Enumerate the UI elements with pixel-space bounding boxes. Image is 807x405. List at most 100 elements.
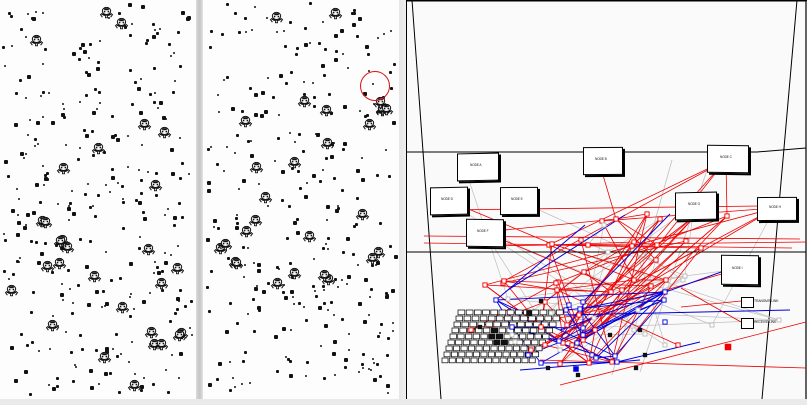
sensor-grid-cell[interactable] <box>531 339 539 346</box>
sensor-grid-cell[interactable] <box>451 351 458 358</box>
sensor-grid-cell[interactable] <box>552 315 560 322</box>
sensor-grid-cell[interactable] <box>443 351 451 358</box>
network-node-red[interactable] <box>580 337 586 343</box>
sensor-grid-cell[interactable] <box>477 357 485 364</box>
network-node-blue-filled[interactable] <box>573 366 579 372</box>
network-node-black[interactable] <box>637 327 643 333</box>
agent-icon[interactable] <box>172 329 187 343</box>
agent-icon[interactable] <box>4 284 19 298</box>
sensor-grid-cell[interactable] <box>532 351 539 358</box>
sensor-grid-cell[interactable] <box>510 351 517 358</box>
network-node-red[interactable] <box>663 277 669 283</box>
sensor-grid-cell[interactable] <box>501 321 509 328</box>
network-node-red[interactable] <box>557 361 563 367</box>
agent-icon[interactable] <box>115 301 130 315</box>
network-node-gray[interactable] <box>605 249 611 255</box>
sensor-grid-cell-active[interactable] <box>491 328 498 333</box>
agent-icon[interactable] <box>317 269 332 283</box>
sensor-grid-cell[interactable] <box>469 321 477 328</box>
network-node-red[interactable] <box>698 245 704 251</box>
sensor-grid-cell[interactable] <box>523 339 531 346</box>
sensor-grid-cell-active[interactable] <box>496 334 503 339</box>
network-node-blue[interactable] <box>662 319 668 325</box>
agent-swarm-view-left[interactable] <box>0 0 196 399</box>
network-node-gray[interactable] <box>709 322 715 328</box>
network-node-black[interactable] <box>538 298 544 304</box>
network-node-red[interactable] <box>654 242 660 248</box>
sensor-grid-cell[interactable] <box>495 351 503 358</box>
network-node-gray[interactable] <box>548 310 554 316</box>
sensor-grid-cell[interactable] <box>530 327 538 334</box>
sensor-grid-cell[interactable] <box>487 315 496 322</box>
agent-icon[interactable] <box>239 225 254 239</box>
agent-icon[interactable] <box>297 95 312 109</box>
sensor-grid-cell[interactable] <box>498 327 506 334</box>
sensor-grid-cell[interactable] <box>496 315 504 322</box>
network-node-red[interactable] <box>528 347 534 353</box>
agent-icon[interactable] <box>365 252 380 266</box>
sensor-grid-cell[interactable] <box>445 345 453 352</box>
sensor-grid-cell[interactable] <box>468 345 476 352</box>
sensor-grid-cell-active[interactable] <box>488 334 495 339</box>
network-node-red-filled[interactable] <box>724 343 732 351</box>
network-node-gray[interactable] <box>601 222 607 228</box>
sensor-grid-cell[interactable] <box>492 357 500 364</box>
sensor-grid-cell[interactable] <box>482 309 490 316</box>
network-node-red[interactable] <box>542 342 548 348</box>
sensor-grid-cell[interactable] <box>451 327 459 334</box>
sensor-grid-cell[interactable] <box>482 327 491 334</box>
sensor-grid-cell[interactable] <box>526 333 534 340</box>
agent-swarm-view-mid[interactable] <box>203 0 399 399</box>
sensor-grid-cell[interactable] <box>460 345 468 352</box>
network-node-blue[interactable] <box>493 297 499 303</box>
sensor-grid-cell[interactable] <box>528 357 536 364</box>
agent-icon[interactable] <box>154 277 169 291</box>
sensor-grid-cell[interactable] <box>441 357 449 364</box>
network-node-red[interactable] <box>553 280 559 286</box>
sensor-grid-cell[interactable] <box>471 315 480 322</box>
sensor-grid-cell[interactable] <box>448 357 456 364</box>
network-node-red[interactable] <box>578 237 584 243</box>
network-node-red[interactable] <box>683 238 689 244</box>
agent-icon[interactable] <box>56 162 71 176</box>
agent-icon[interactable] <box>114 17 129 31</box>
agent-icon[interactable] <box>97 351 112 365</box>
agent-icon[interactable] <box>269 11 284 25</box>
network-node-black[interactable] <box>642 352 648 358</box>
network-node-blue[interactable] <box>612 353 618 359</box>
agent-icon[interactable] <box>328 7 343 21</box>
agent-icon[interactable] <box>38 216 53 230</box>
network-node-red[interactable] <box>592 327 598 333</box>
network-node-gray[interactable] <box>557 347 563 353</box>
network-node-red[interactable] <box>586 360 592 366</box>
panel-divider-main[interactable] <box>196 0 203 399</box>
sensor-grid-cell[interactable] <box>487 351 495 358</box>
sensor-grid-cell[interactable] <box>490 309 498 316</box>
network-node-red[interactable] <box>644 211 650 217</box>
agent-icon[interactable] <box>53 235 68 249</box>
network-node-blue[interactable] <box>580 299 586 305</box>
agent-icon[interactable] <box>87 270 102 284</box>
network-node-red[interactable] <box>653 257 659 263</box>
sensor-grid-cell[interactable] <box>474 309 482 316</box>
sensor-grid-cell[interactable] <box>525 321 533 328</box>
network-node-red[interactable] <box>538 324 544 330</box>
network-node-red[interactable] <box>569 342 575 348</box>
sensor-grid-cell[interactable] <box>493 321 501 328</box>
network-node-gray[interactable] <box>642 331 648 337</box>
sensor-grid-cell[interactable] <box>447 339 455 346</box>
network-node-gray[interactable] <box>505 296 511 302</box>
sensor-grid-cell[interactable] <box>485 339 493 346</box>
agent-icon[interactable] <box>137 118 152 132</box>
network-node-red[interactable] <box>657 216 663 222</box>
network-node-blue[interactable] <box>563 307 569 313</box>
agent-icon[interactable] <box>60 241 75 255</box>
network-node-gray[interactable] <box>635 307 641 313</box>
network-node-gray[interactable] <box>680 277 686 283</box>
sensor-grid-cell[interactable] <box>485 357 492 364</box>
sensor-grid-cell[interactable] <box>465 351 473 358</box>
network-node-black[interactable] <box>633 365 639 371</box>
network-node-red[interactable] <box>581 269 587 275</box>
network-node-red[interactable] <box>619 287 625 293</box>
network-node-blue[interactable] <box>589 352 595 358</box>
